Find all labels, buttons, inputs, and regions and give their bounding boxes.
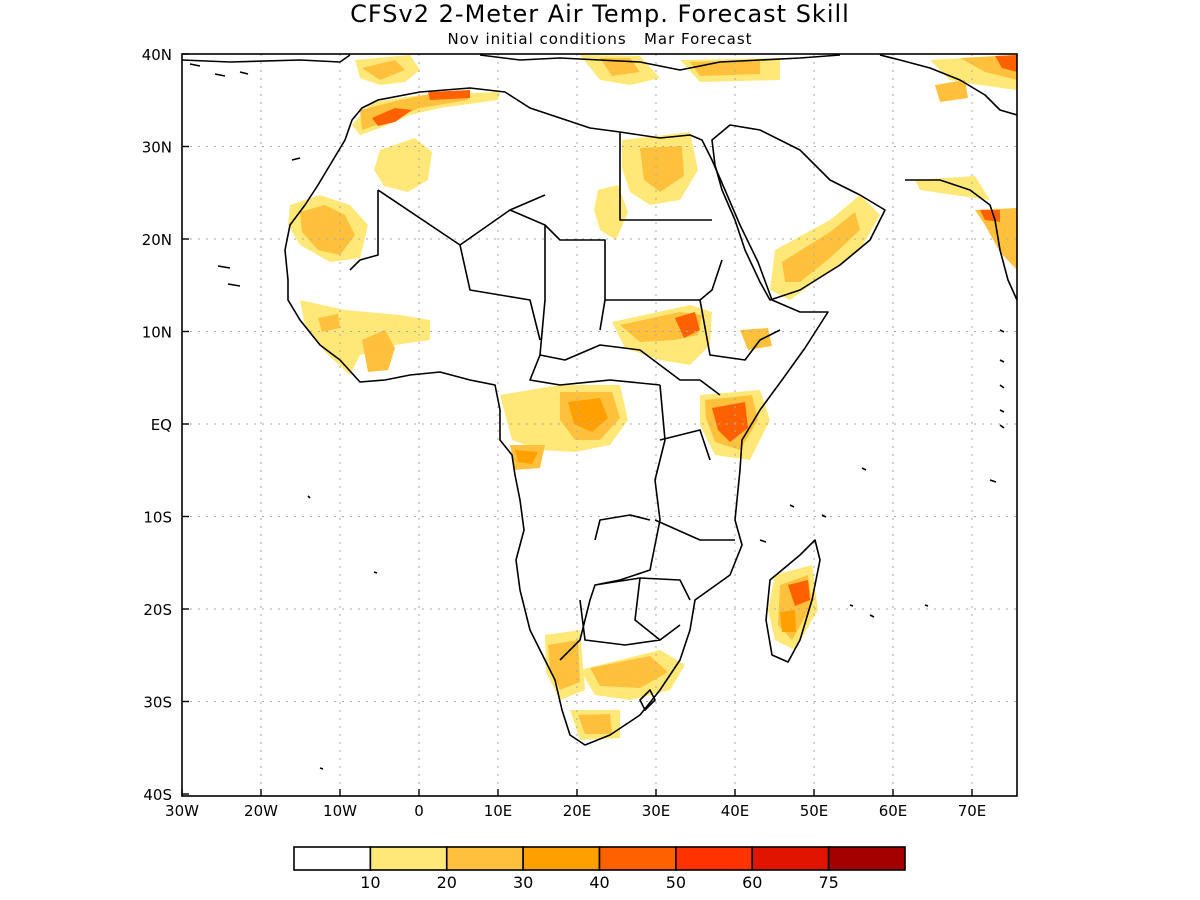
lon-tick-label: 40E bbox=[721, 802, 750, 820]
lon-tick-label: 20E bbox=[563, 802, 592, 820]
plot-frame bbox=[181, 53, 1018, 797]
colorbar-swatch bbox=[445, 846, 524, 871]
map-subtitle: Nov initial conditions Mar Forecast bbox=[447, 30, 752, 48]
lon-tick-label: 50E bbox=[800, 802, 829, 820]
lon-tick-label: 10E bbox=[484, 802, 513, 820]
lat-lon-grid bbox=[182, 54, 1017, 796]
lon-tick-label: 60E bbox=[879, 802, 908, 820]
colorbar-swatch bbox=[598, 846, 677, 871]
lat-tick-label: 40S bbox=[143, 786, 172, 804]
lat-tick-label: 10S bbox=[143, 509, 172, 527]
colorbar-label: 60 bbox=[742, 873, 762, 892]
lon-tick-label: 20W bbox=[244, 802, 278, 820]
map-title: CFSv2 2-Meter Air Temp. Forecast Skill bbox=[350, 0, 850, 28]
colorbar-swatch bbox=[827, 846, 906, 871]
colorbar-swatch bbox=[369, 846, 448, 871]
lat-tick-label: 20S bbox=[143, 601, 172, 619]
coastlines-and-borders bbox=[182, 54, 1017, 770]
colorbar-label: 20 bbox=[437, 873, 457, 892]
colorbar: 10 20 30 40 50 60 75 bbox=[293, 846, 906, 892]
lat-tick-label: 10N bbox=[142, 324, 172, 342]
lat-tick-label: 40N bbox=[142, 46, 172, 64]
lat-tick-label: EQ bbox=[151, 416, 172, 434]
colorbar-label: 50 bbox=[666, 873, 686, 892]
skill-shading bbox=[288, 55, 1017, 740]
lon-tick-label: 0 bbox=[414, 802, 424, 820]
lat-tick-label: 30S bbox=[143, 694, 172, 712]
colorbar-label: 10 bbox=[360, 873, 380, 892]
colorbar-swatch bbox=[522, 846, 601, 871]
lat-tick-label: 30N bbox=[142, 139, 172, 157]
lon-tick-label: 30W bbox=[165, 802, 199, 820]
lon-tick-label: 10W bbox=[323, 802, 357, 820]
colorbar-swatch bbox=[293, 846, 372, 871]
colorbar-label: 75 bbox=[818, 873, 838, 892]
colorbar-label: 30 bbox=[513, 873, 533, 892]
colorbar-label: 40 bbox=[589, 873, 609, 892]
lat-tick-label: 20N bbox=[142, 231, 172, 249]
lon-tick-label: 30E bbox=[642, 802, 671, 820]
colorbar-swatch bbox=[675, 846, 754, 871]
lon-tick-label: 70E bbox=[958, 802, 987, 820]
axes: 30W 20W 10W 0 10E 20E 30E 40E 50E 60E 70E 40N 30N 20N… bbox=[142, 46, 987, 820]
colorbar-swatch bbox=[751, 846, 830, 871]
